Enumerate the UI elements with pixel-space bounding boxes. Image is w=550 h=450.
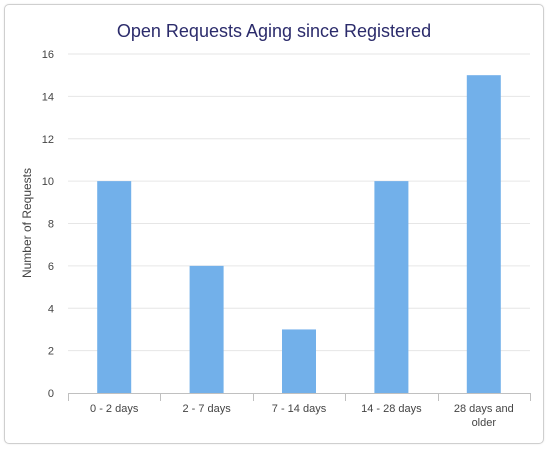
x-tick-label: 14 - 28 days	[361, 403, 422, 415]
y-tick-labels: 0 2 4 6 8 10 12 14 16	[42, 49, 54, 400]
axes	[68, 393, 531, 401]
x-tick-label: 28 days and	[454, 403, 514, 415]
x-tick-label: 7 - 14 days	[272, 403, 327, 415]
x-tick-label: 0 - 2 days	[90, 403, 139, 415]
bars	[97, 75, 501, 393]
bar	[374, 181, 409, 393]
y-tick-label: 8	[48, 219, 54, 231]
y-tick-label: 16	[42, 49, 54, 61]
y-axis-title: Number of Requests	[20, 168, 34, 278]
y-tick-label: 12	[42, 134, 54, 146]
bar	[189, 265, 224, 393]
grid-lines	[68, 53, 530, 352]
bar	[97, 181, 132, 393]
bar	[466, 75, 501, 393]
y-tick-label: 6	[48, 261, 54, 273]
bar	[282, 329, 316, 393]
x-tick-label: older	[472, 417, 497, 429]
y-tick-label: 10	[42, 176, 54, 188]
y-tick-label: 2	[48, 346, 54, 358]
y-tick-label: 0	[48, 388, 54, 400]
y-tick-label: 14	[42, 91, 54, 103]
y-tick-label: 4	[48, 303, 54, 315]
chart-title: Open Requests Aging since Registered	[117, 21, 431, 41]
x-tick-labels: 0 - 2 days 2 - 7 days 7 - 14 days 14 - 28 d…	[90, 403, 514, 429]
x-tick-label: 2 - 7 days	[182, 403, 231, 415]
